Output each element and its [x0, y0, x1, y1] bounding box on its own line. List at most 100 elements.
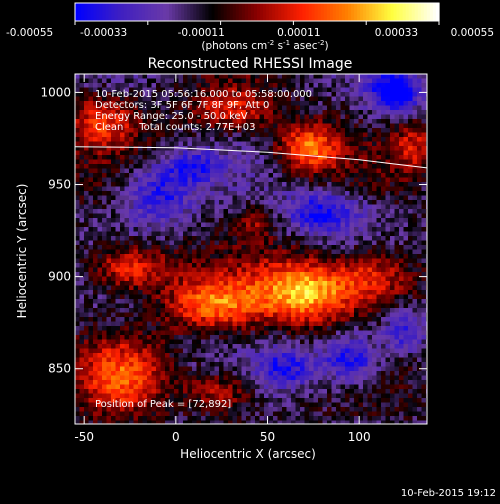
- heatmap-cell: [305, 214, 310, 219]
- heatmap-cell: [363, 227, 368, 232]
- heatmap-cell: [408, 299, 413, 304]
- heatmap-cell: [156, 331, 161, 336]
- heatmap-cell: [408, 263, 413, 268]
- heatmap-cell: [165, 227, 170, 232]
- heatmap-cell: [251, 290, 256, 295]
- heatmap-cell: [206, 178, 211, 183]
- heatmap-cell: [120, 164, 125, 169]
- heatmap-cell: [251, 187, 256, 192]
- heatmap-cell: [390, 115, 395, 120]
- heatmap-cell: [291, 155, 296, 160]
- heatmap-cell: [327, 146, 332, 151]
- heatmap-cell: [368, 205, 373, 210]
- heatmap-cell: [197, 272, 202, 277]
- heatmap-cell: [417, 169, 422, 174]
- heatmap-cell: [318, 223, 323, 228]
- heatmap-cell: [390, 308, 395, 313]
- heatmap-cell: [399, 205, 404, 210]
- heatmap-cell: [413, 326, 418, 331]
- heatmap-cell: [287, 344, 292, 349]
- heatmap-cell: [224, 182, 229, 187]
- heatmap-cell: [156, 79, 161, 84]
- heatmap-cell: [251, 317, 256, 322]
- heatmap-cell: [386, 178, 391, 183]
- heatmap-cell: [206, 137, 211, 142]
- heatmap-cell: [84, 160, 89, 165]
- heatmap-cell: [377, 313, 382, 318]
- heatmap-cell: [287, 200, 292, 205]
- heatmap-cell: [377, 308, 382, 313]
- heatmap-cell: [147, 74, 152, 79]
- heatmap-cell: [102, 196, 107, 201]
- heatmap-cell: [264, 286, 269, 291]
- heatmap-cell: [336, 133, 341, 138]
- heatmap-cell: [174, 200, 179, 205]
- heatmap-cell: [408, 245, 413, 250]
- heatmap-cell: [183, 182, 188, 187]
- heatmap-cell: [89, 259, 94, 264]
- heatmap-cell: [386, 182, 391, 187]
- heatmap-cell: [237, 317, 242, 322]
- heatmap-cell: [80, 110, 85, 115]
- heatmap-cell: [264, 223, 269, 228]
- heatmap-cell: [381, 313, 386, 318]
- heatmap-cell: [363, 146, 368, 151]
- heatmap-cell: [201, 169, 206, 174]
- heatmap-cell: [386, 308, 391, 313]
- heatmap-cell: [395, 277, 400, 282]
- heatmap-cell: [84, 92, 89, 97]
- heatmap-cell: [278, 110, 283, 115]
- heatmap-cell: [201, 227, 206, 232]
- heatmap-cell: [116, 322, 121, 327]
- heatmap-cell: [147, 227, 152, 232]
- heatmap-cell: [188, 281, 193, 286]
- heatmap-cell: [372, 119, 377, 124]
- heatmap-cell: [188, 286, 193, 291]
- heatmap-cell: [287, 83, 292, 88]
- heatmap-cell: [291, 281, 296, 286]
- heatmap-cell: [152, 137, 157, 142]
- heatmap-cell: [314, 223, 319, 228]
- heatmap-cell: [219, 151, 224, 156]
- heatmap-cell: [318, 335, 323, 340]
- heatmap-cell: [296, 259, 301, 264]
- heatmap-cell: [107, 169, 112, 174]
- heatmap-cell: [336, 187, 341, 192]
- heatmap-cell: [309, 281, 314, 286]
- heatmap-cell: [215, 196, 220, 201]
- heatmap-cell: [116, 214, 121, 219]
- heatmap-cell: [363, 110, 368, 115]
- heatmap-cell: [215, 245, 220, 250]
- heatmap-cell: [75, 97, 80, 102]
- heatmap-cell: [206, 295, 211, 300]
- heatmap-cell: [80, 128, 85, 133]
- heatmap-cell: [93, 142, 98, 147]
- heatmap-cell: [422, 308, 427, 313]
- heatmap-cell: [179, 268, 184, 273]
- heatmap-cell: [345, 205, 350, 210]
- heatmap-cell: [228, 205, 233, 210]
- heatmap-cell: [215, 286, 220, 291]
- heatmap-cell: [300, 119, 305, 124]
- heatmap-cell: [120, 349, 125, 354]
- heatmap-cell: [201, 146, 206, 151]
- heatmap-cell: [309, 245, 314, 250]
- heatmap-cell: [368, 326, 373, 331]
- heatmap-cell: [269, 232, 274, 237]
- heatmap-cell: [386, 241, 391, 246]
- heatmap-cell: [147, 218, 152, 223]
- heatmap-cell: [413, 277, 418, 282]
- heatmap-cell: [93, 286, 98, 291]
- heatmap-cell: [215, 151, 220, 156]
- heatmap-cell: [219, 254, 224, 259]
- heatmap-cell: [264, 173, 269, 178]
- heatmap-cell: [89, 196, 94, 201]
- heatmap-cell: [174, 268, 179, 273]
- heatmap-cell: [89, 187, 94, 192]
- heatmap-cell: [386, 281, 391, 286]
- heatmap-cell: [377, 178, 382, 183]
- heatmap-cell: [323, 209, 328, 214]
- heatmap-cell: [170, 178, 175, 183]
- heatmap-cell: [278, 272, 283, 277]
- heatmap-cell: [174, 146, 179, 151]
